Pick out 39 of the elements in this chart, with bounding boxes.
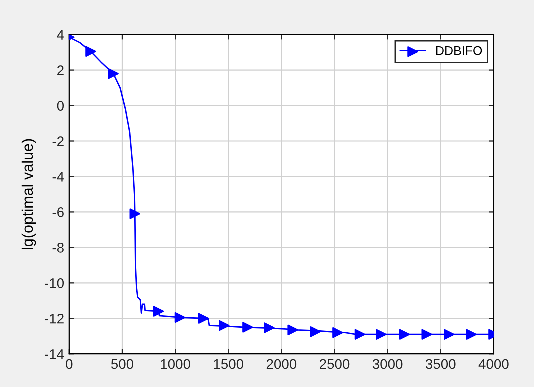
- point: [198, 313, 210, 324]
- x-tick-label: 3000: [372, 359, 403, 370]
- x-tick-label: 3500: [426, 359, 456, 370]
- point: [219, 320, 230, 332]
- x-tick-label: 500: [111, 359, 134, 370]
- point: [310, 326, 321, 338]
- y-tick-label: -4: [52, 172, 64, 182]
- x-tick-label: 2000: [266, 359, 297, 370]
- y-tick-label: -8: [52, 243, 64, 253]
- y-axis-title: lg(optimal value): [22, 139, 36, 250]
- x-tick-label: 1500: [214, 359, 244, 370]
- point: [242, 322, 254, 333]
- point: [288, 324, 298, 336]
- point: [332, 327, 344, 338]
- point: [174, 312, 186, 324]
- y-tick-label: -6: [52, 208, 64, 218]
- y-tick-label: -14: [45, 350, 64, 360]
- y-tick-label: 2: [58, 66, 64, 76]
- point: [86, 46, 96, 58]
- point: [399, 329, 410, 340]
- legend-label: DDBIFO: [436, 46, 482, 56]
- point: [130, 208, 140, 220]
- y-tick-label: 4: [57, 30, 64, 40]
- point: [466, 329, 478, 340]
- point: [444, 329, 455, 340]
- point: [422, 329, 432, 340]
- x-tick-label: 0: [66, 359, 73, 370]
- x-tick-label: 2500: [320, 359, 350, 370]
- y-tick-label: -2: [52, 136, 64, 146]
- point: [354, 329, 366, 340]
- y-tick-label: -10: [45, 278, 64, 288]
- point: [264, 322, 275, 334]
- x-tick-label: 1000: [161, 359, 190, 370]
- point: [108, 68, 119, 80]
- y-tick-label: -12: [45, 314, 64, 324]
- point: [153, 306, 164, 317]
- y-tick-label: 0: [57, 101, 64, 111]
- point: [376, 329, 387, 340]
- x-tick-label: 4000: [478, 359, 509, 370]
